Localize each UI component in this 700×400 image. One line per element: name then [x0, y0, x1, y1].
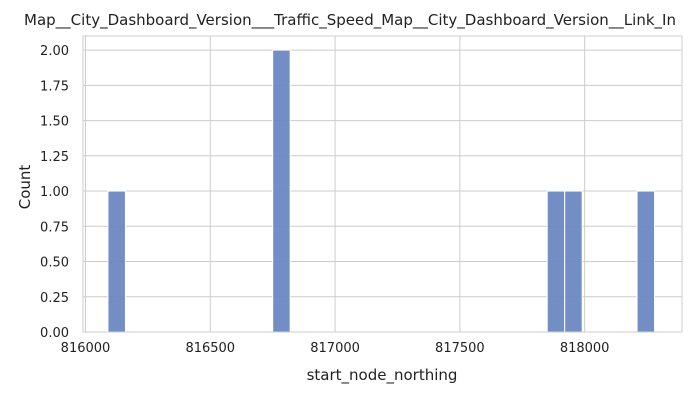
y-tick-label: 0.00	[40, 326, 69, 341]
histogram-bar	[107, 190, 126, 333]
histogram-bar	[636, 190, 656, 333]
x-tick-label: 817000	[310, 341, 360, 356]
x-tick-label: 818000	[560, 341, 610, 356]
histogram-bar	[272, 49, 291, 333]
x-tick-label: 816500	[185, 341, 235, 356]
y-tick-label: 1.25	[40, 150, 69, 165]
y-tick-labels: 0.00 0.25 0.50 0.75 1.00 1.25 1.50 1.75 2.00	[40, 44, 69, 341]
y-tick-label: 0.25	[40, 291, 69, 306]
y-tick-label: 0.75	[40, 220, 69, 235]
x-tick-label: 817500	[435, 341, 485, 356]
histogram-bar	[546, 190, 566, 333]
y-axis-label: Count	[16, 165, 34, 210]
y-tick-label: 2.00	[40, 44, 69, 59]
y-tick-label: 1.00	[40, 185, 69, 200]
histogram-bar	[564, 190, 583, 333]
y-tick-label: 1.75	[40, 79, 69, 94]
x-tick-labels: 816000 816500 817000 817500 818000	[61, 341, 610, 356]
x-tick-label: 816000	[61, 341, 111, 356]
x-axis-label: start_node_northing	[307, 366, 458, 385]
y-tick-label: 0.50	[40, 256, 69, 271]
chart-title: Map__City_Dashboard_Version___Traffic_Sp…	[24, 11, 676, 30]
plot-frame	[82, 35, 683, 333]
y-tick-label: 1.50	[40, 115, 69, 130]
